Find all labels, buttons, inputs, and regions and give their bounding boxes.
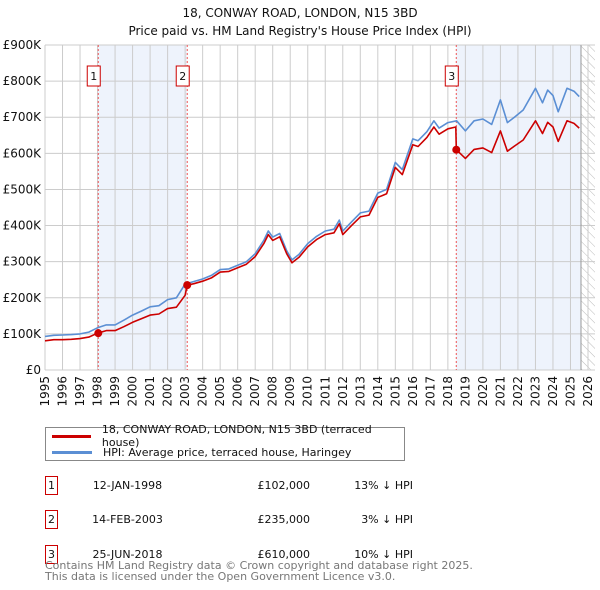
transaction-row: 3 25-JUN-2018 £610,000 10% ↓ HPI xyxy=(45,545,445,565)
transaction-row: 1 12-JAN-1998 £102,000 13% ↓ HPI xyxy=(45,476,445,496)
x-tick-label: 2019 xyxy=(458,376,472,407)
y-tick-label: £700K xyxy=(3,110,43,124)
transaction-price: £610,000 xyxy=(257,548,311,561)
x-tick-label: 2000 xyxy=(126,376,140,407)
x-tick-label: 2003 xyxy=(178,376,192,407)
y-tick-label: £100K xyxy=(3,327,43,341)
legend-item-hpi: HPI: Average price, terraced house, Hari… xyxy=(52,444,351,460)
price-chart: 18, CONWAY ROAD, LONDON, N15 3BD Price p… xyxy=(3,6,595,407)
x-tick-label: 2022 xyxy=(511,376,525,407)
transaction-hpi-diff: 10% ↓ HPI xyxy=(354,548,413,561)
hpi-line xyxy=(44,87,580,338)
transaction-date: 12-JAN-1998 xyxy=(92,479,163,492)
sale-label: 1 xyxy=(90,70,97,83)
y-tick-label: £300K xyxy=(3,255,43,269)
y-tick-label: £900K xyxy=(3,38,43,52)
x-tick-label: 2014 xyxy=(371,376,385,407)
footer-copyright: Contains HM Land Registry data © Crown c… xyxy=(45,559,473,572)
transaction-hpi-diff: 13% ↓ HPI xyxy=(354,479,413,492)
sale-label: 3 xyxy=(448,70,455,83)
x-tick-label: 2023 xyxy=(528,376,542,407)
y-tick-label: £600K xyxy=(3,146,43,160)
x-tick-label: 2015 xyxy=(388,376,402,407)
transaction-price: £102,000 xyxy=(257,479,311,492)
x-tick-label: 2020 xyxy=(476,376,490,407)
y-tick-label: £800K xyxy=(3,74,43,88)
x-tick-label: 2017 xyxy=(423,376,437,407)
sale-label-box xyxy=(86,65,101,87)
x-tick-label: 2012 xyxy=(336,376,350,407)
transaction-number: 3 xyxy=(45,545,58,564)
transaction-number: 1 xyxy=(45,476,58,495)
x-tick-label: 2026 xyxy=(581,376,595,407)
x-tick-label: 2007 xyxy=(248,376,262,407)
chart-title: 18, CONWAY ROAD, LONDON, N15 3BD xyxy=(182,6,417,20)
legend-label-price: 18, CONWAY ROAD, LONDON, N15 3BD (terrac… xyxy=(101,423,372,449)
x-tick-label: 2001 xyxy=(143,376,157,407)
footer-licence: This data is licensed under the Open Gov… xyxy=(45,570,396,583)
transaction-date: 25-JUN-2018 xyxy=(92,548,163,561)
legend: 18, CONWAY ROAD, LONDON, N15 3BD (terrac… xyxy=(45,423,405,461)
x-tick-label: 1997 xyxy=(73,376,87,407)
legend-item-price: 18, CONWAY ROAD, LONDON, N15 3BD (terrac… xyxy=(52,423,404,449)
sale-point xyxy=(452,145,461,154)
sale-label-box xyxy=(444,65,459,87)
chart-subtitle: Price paid vs. HM Land Registry's House … xyxy=(128,24,471,38)
x-tick-label: 2004 xyxy=(196,376,210,407)
price-paid-line xyxy=(44,120,580,342)
x-tick-label: 1996 xyxy=(56,376,70,407)
y-tick-label: £400K xyxy=(3,219,43,233)
sale-label-box xyxy=(175,65,190,87)
x-tick-label: 1999 xyxy=(108,376,122,407)
legend-swatch-price xyxy=(52,434,91,438)
shaded-period xyxy=(98,45,188,370)
x-tick-label: 2016 xyxy=(406,376,420,407)
shaded-period xyxy=(456,45,581,370)
sale-point xyxy=(183,281,192,290)
transaction-hpi-diff: 3% ↓ HPI xyxy=(361,513,413,526)
x-tick-label: 2021 xyxy=(493,376,507,407)
y-tick-label: £500K xyxy=(3,182,43,196)
x-tick-label: 1995 xyxy=(38,376,52,407)
x-tick-label: 1998 xyxy=(91,376,105,407)
legend-swatch-hpi xyxy=(52,450,92,454)
x-tick-label: 2024 xyxy=(546,376,560,407)
x-tick-label: 2008 xyxy=(266,376,280,407)
sale-label: 2 xyxy=(179,70,186,83)
x-tick-label: 2018 xyxy=(441,376,455,407)
x-tick-label: 2002 xyxy=(161,376,175,407)
x-tick-label: 2009 xyxy=(283,376,297,407)
x-tick-label: 2011 xyxy=(318,376,332,407)
x-tick-label: 2006 xyxy=(231,376,245,407)
x-tick-label: 2010 xyxy=(301,376,315,407)
footer: Contains HM Land Registry data © Crown c… xyxy=(45,560,473,582)
legend-label-hpi: HPI: Average price, terraced house, Hari… xyxy=(103,445,352,459)
transaction-row: 2 14-FEB-2003 £235,000 3% ↓ HPI xyxy=(45,510,445,530)
transaction-number: 2 xyxy=(45,510,58,529)
transaction-date: 14-FEB-2003 xyxy=(92,513,163,526)
y-tick-label: £0 xyxy=(26,363,41,377)
x-tick-label: 2025 xyxy=(563,376,577,407)
y-tick-label: £200K xyxy=(3,291,43,305)
sale-point xyxy=(94,329,103,338)
x-tick-label: 2013 xyxy=(353,376,367,407)
x-tick-label: 2005 xyxy=(213,376,227,407)
transaction-price: £235,000 xyxy=(257,513,311,526)
